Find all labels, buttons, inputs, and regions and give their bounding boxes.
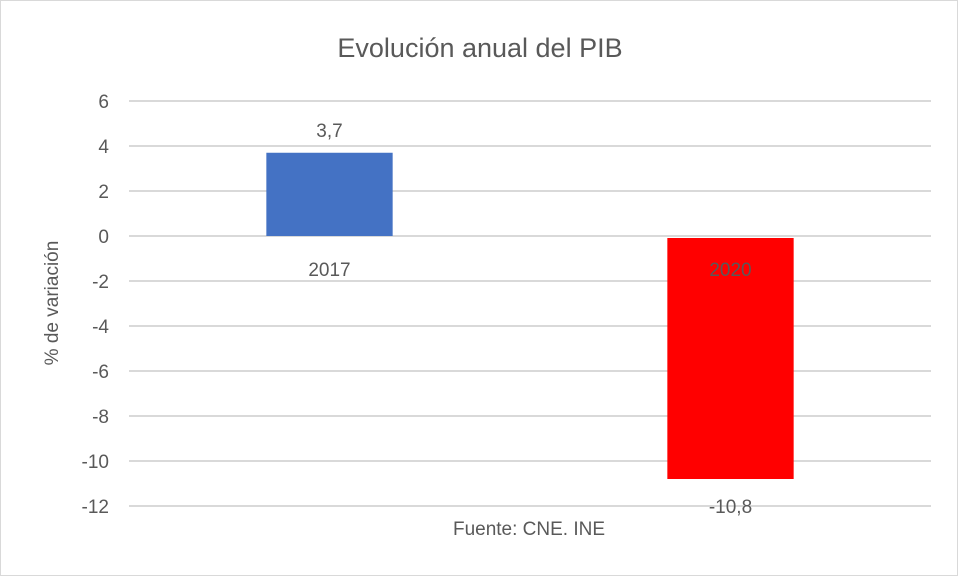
data-label: -10,8 <box>709 497 752 518</box>
gridlines <box>129 100 931 507</box>
y-tick-label: 0 <box>98 227 109 248</box>
source-note: Fuente: CNE. INE <box>453 519 605 540</box>
y-tick-label: -8 <box>92 407 109 428</box>
bar-2020 <box>667 238 794 479</box>
y-tick-label: 4 <box>98 137 109 158</box>
y-tick-label: -4 <box>92 317 109 338</box>
y-tick-labels: 6 4 2 0 -2 -4 -6 -8 -10 -12 <box>82 92 110 518</box>
category-label: 2017 <box>308 260 350 281</box>
labels: 3,7 2017 -10,8 2020 <box>308 121 752 518</box>
bar-2017 <box>266 152 393 236</box>
y-tick-label: 6 <box>98 92 109 113</box>
chart-title: Evolución anual del PIB <box>337 33 622 63</box>
y-tick-label: -10 <box>82 452 109 473</box>
bars <box>266 152 794 479</box>
category-label: 2020 <box>709 260 751 281</box>
y-tick-label: -2 <box>92 272 109 293</box>
y-tick-label: 2 <box>98 182 109 203</box>
data-label: 3,7 <box>316 121 342 142</box>
y-axis-label: % de variación <box>42 241 63 366</box>
y-tick-label: -6 <box>92 362 109 383</box>
y-tick-label: -12 <box>82 497 109 518</box>
